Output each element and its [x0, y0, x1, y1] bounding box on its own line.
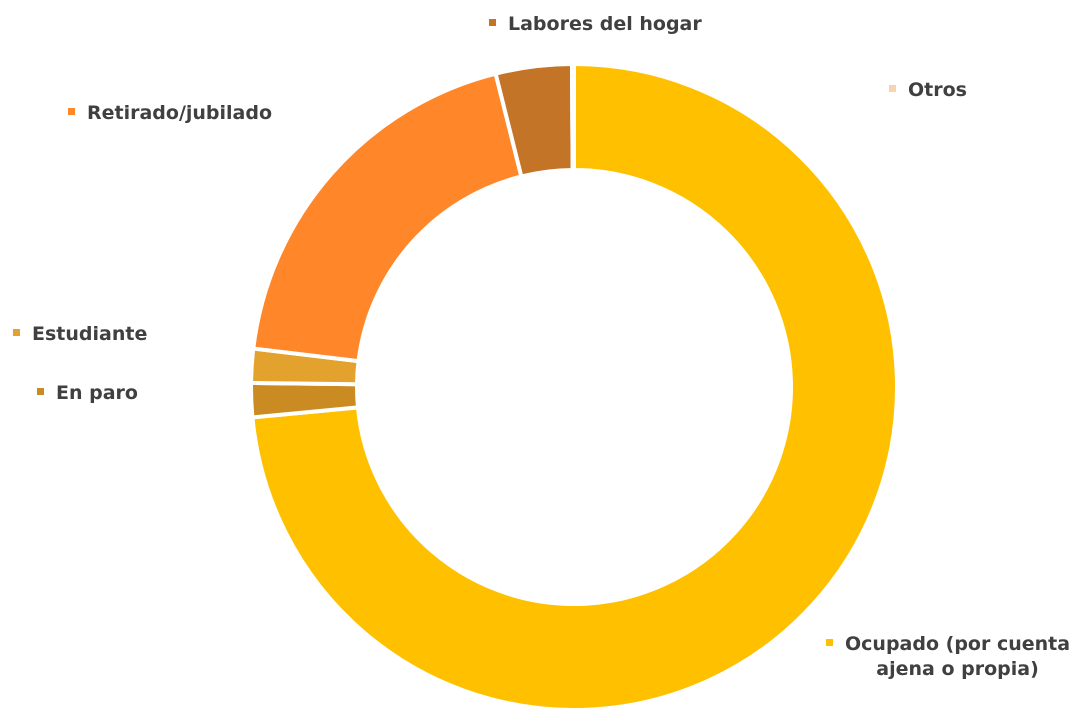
- doughnut-slices: [248, 61, 899, 711]
- ocupado-marker: [826, 639, 833, 646]
- ocupado-text-line-2: ajena o propia): [876, 658, 1039, 680]
- slice-retirado-jubilado: [251, 71, 524, 364]
- label-retirado-jubilado: Retirado/jubilado: [68, 101, 272, 126]
- ocupado-text: Ocupado (por cuenta ajena o propia): [845, 632, 1070, 682]
- estudiante-text: Estudiante: [32, 323, 148, 345]
- slice-ocupado: [250, 61, 899, 711]
- otros-marker: [889, 85, 896, 92]
- slice-otros: [569, 61, 576, 173]
- label-otros: Otros: [889, 78, 967, 103]
- labores-del-hogar-marker: [489, 19, 496, 26]
- label-estudiante: Estudiante: [13, 322, 147, 347]
- ocupado-text-line-1: Ocupado (por cuenta: [845, 633, 1071, 655]
- retirado-jubilado-text: Retirado/jubilado: [87, 102, 273, 124]
- label-ocupado: Ocupado (por cuenta ajena o propia): [826, 632, 1070, 682]
- retirado-jubilado-marker: [68, 108, 75, 115]
- labores-del-hogar-text: Labores del hogar: [508, 13, 702, 35]
- label-en-paro: En paro: [37, 381, 138, 406]
- en-paro-text: En paro: [56, 382, 138, 404]
- label-labores-del-hogar: Labores del hogar: [489, 12, 702, 37]
- otros-text: Otros: [908, 79, 967, 101]
- estudiante-marker: [13, 329, 20, 336]
- en-paro-marker: [37, 388, 44, 395]
